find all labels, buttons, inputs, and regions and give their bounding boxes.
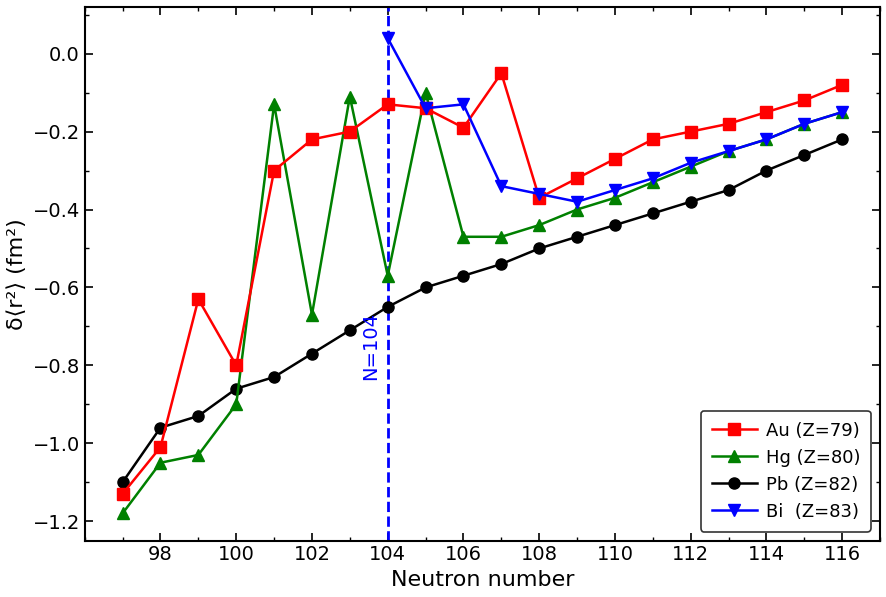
Pb (Z=82) <box>609 221 619 229</box>
Hg (Z=80) <box>835 109 846 116</box>
Au (Z=79) <box>571 175 582 182</box>
Hg (Z=80) <box>647 179 657 186</box>
Line: Au (Z=79): Au (Z=79) <box>117 67 847 500</box>
Au (Z=79) <box>798 97 809 104</box>
Pb (Z=82) <box>685 198 696 205</box>
Au (Z=79) <box>117 490 128 497</box>
Bi  (Z=83) <box>495 183 506 190</box>
Pb (Z=82) <box>760 167 771 174</box>
Au (Z=79) <box>835 81 846 88</box>
Au (Z=79) <box>647 136 657 143</box>
Text: N=104: N=104 <box>361 312 380 380</box>
Au (Z=79) <box>307 136 317 143</box>
Au (Z=79) <box>382 101 392 108</box>
Hg (Z=80) <box>722 147 733 155</box>
Hg (Z=80) <box>230 401 241 408</box>
Hg (Z=80) <box>571 206 582 213</box>
Bi  (Z=83) <box>647 175 657 182</box>
Au (Z=79) <box>609 155 619 162</box>
Au (Z=79) <box>193 296 204 303</box>
Bi  (Z=83) <box>835 109 846 116</box>
Pb (Z=82) <box>307 350 317 357</box>
Hg (Z=80) <box>760 136 771 143</box>
Pb (Z=82) <box>155 424 166 431</box>
Line: Pb (Z=82): Pb (Z=82) <box>117 134 847 488</box>
Au (Z=79) <box>760 109 771 116</box>
Au (Z=79) <box>344 128 354 135</box>
Legend: Au (Z=79), Hg (Z=80), Pb (Z=82), Bi  (Z=83): Au (Z=79), Hg (Z=80), Pb (Z=82), Bi (Z=8… <box>700 411 870 531</box>
Hg (Z=80) <box>458 233 469 241</box>
Line: Bi  (Z=83): Bi (Z=83) <box>382 33 847 207</box>
Pb (Z=82) <box>533 245 544 252</box>
Hg (Z=80) <box>155 459 166 466</box>
Au (Z=79) <box>722 120 733 127</box>
Pb (Z=82) <box>495 260 506 267</box>
Hg (Z=80) <box>268 101 279 108</box>
Pb (Z=82) <box>571 233 582 241</box>
Au (Z=79) <box>685 128 696 135</box>
Bi  (Z=83) <box>609 186 619 193</box>
Y-axis label: δ⟨r²⟩ (fm²): δ⟨r²⟩ (fm²) <box>7 218 27 330</box>
Hg (Z=80) <box>685 163 696 170</box>
Au (Z=79) <box>458 124 469 131</box>
Au (Z=79) <box>533 194 544 201</box>
Bi  (Z=83) <box>722 147 733 155</box>
Pb (Z=82) <box>835 136 846 143</box>
X-axis label: Neutron number: Neutron number <box>390 570 573 590</box>
Bi  (Z=83) <box>571 198 582 205</box>
Hg (Z=80) <box>533 221 544 229</box>
Pb (Z=82) <box>344 327 354 334</box>
Hg (Z=80) <box>307 311 317 318</box>
Hg (Z=80) <box>117 510 128 517</box>
Bi  (Z=83) <box>533 190 544 198</box>
Pb (Z=82) <box>722 186 733 193</box>
Bi  (Z=83) <box>798 120 809 127</box>
Au (Z=79) <box>155 444 166 451</box>
Hg (Z=80) <box>382 272 392 279</box>
Hg (Z=80) <box>193 451 204 458</box>
Bi  (Z=83) <box>685 159 696 167</box>
Au (Z=79) <box>268 167 279 174</box>
Hg (Z=80) <box>495 233 506 241</box>
Au (Z=79) <box>495 70 506 77</box>
Pb (Z=82) <box>420 284 431 291</box>
Hg (Z=80) <box>420 89 431 96</box>
Pb (Z=82) <box>647 210 657 217</box>
Bi  (Z=83) <box>760 136 771 143</box>
Pb (Z=82) <box>382 303 392 310</box>
Bi  (Z=83) <box>382 35 392 42</box>
Au (Z=79) <box>420 104 431 112</box>
Pb (Z=82) <box>230 385 241 392</box>
Line: Hg (Z=80): Hg (Z=80) <box>117 87 847 519</box>
Pb (Z=82) <box>458 272 469 279</box>
Hg (Z=80) <box>798 120 809 127</box>
Hg (Z=80) <box>344 93 354 100</box>
Pb (Z=82) <box>798 152 809 159</box>
Au (Z=79) <box>230 362 241 369</box>
Pb (Z=82) <box>117 479 128 486</box>
Pb (Z=82) <box>268 374 279 381</box>
Bi  (Z=83) <box>420 104 431 112</box>
Pb (Z=82) <box>193 413 204 420</box>
Bi  (Z=83) <box>458 101 469 108</box>
Hg (Z=80) <box>609 194 619 201</box>
